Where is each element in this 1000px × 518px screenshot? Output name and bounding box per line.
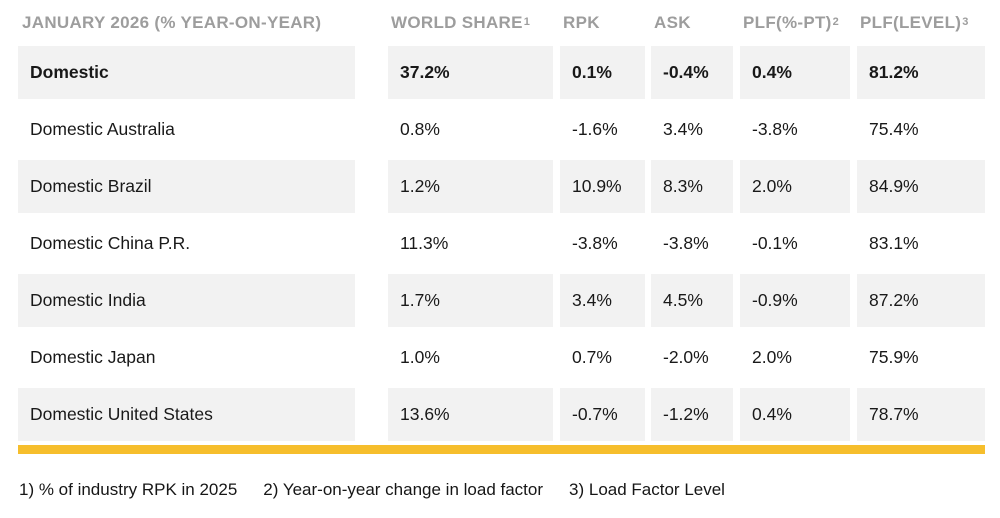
footnote-marker-2: 2 [832,15,840,28]
row-label: Domestic [18,46,355,99]
cell-ask: 4.5% [651,274,733,327]
cell-plf-pt: -0.1% [752,233,798,253]
table-row-domestic-united-states: Domestic United States 13.6% -0.7% -1.2%… [18,388,985,441]
table-row-domestic-japan: Domestic Japan 1.0% 0.7% -2.0% 2.0% 75.9… [18,331,985,384]
traffic-table: JANUARY 2026 (% YEAR-ON-YEAR) WORLD SHAR… [18,0,985,500]
footnote-1: 1) % of industry RPK in 2025 [19,480,238,499]
accent-bar [18,445,985,454]
cell-rpk: -1.6% [572,119,618,139]
column-header-plf-pt: PLF(%-PT) 2 [743,13,840,32]
table-row-domestic-india: Domestic India 1.7% 3.4% 4.5% -0.9% 87.2… [18,274,985,327]
table-header-row: JANUARY 2026 (% YEAR-ON-YEAR) WORLD SHAR… [18,0,985,46]
cell-plf-level: 75.4% [869,119,919,139]
cell-world-share: 0.8% [400,119,440,139]
cell-world-share: 1.7% [388,274,553,327]
cell-plf-pt: -0.9% [740,274,850,327]
cell-ask: 8.3% [651,160,733,213]
cell-plf-pt: 2.0% [752,347,792,367]
footnote-3: 3) Load Factor Level [569,480,725,499]
cell-plf-pt: 0.4% [740,388,850,441]
table-row-domestic-brazil: Domestic Brazil 1.2% 10.9% 8.3% 2.0% 84.… [18,160,985,213]
cell-rpk: 0.1% [560,46,645,99]
row-label: Domestic Australia [30,119,175,139]
cell-plf-level: 84.9% [857,160,985,213]
cell-rpk: -0.7% [560,388,645,441]
cell-plf-pt: 2.0% [740,160,850,213]
table-title-text: JANUARY 2026 (% YEAR-ON-YEAR) [22,13,322,32]
cell-world-share: 13.6% [388,388,553,441]
cell-plf-pt: 0.4% [740,46,850,99]
row-label: Domestic United States [18,388,355,441]
cell-ask: -1.2% [651,388,733,441]
cell-ask: -0.4% [651,46,733,99]
table-row-domestic-china: Domestic China P.R. 11.3% -3.8% -3.8% -0… [18,217,985,270]
cell-rpk: 10.9% [560,160,645,213]
cell-world-share: 1.0% [400,347,440,367]
cell-plf-level: 75.9% [869,347,919,367]
cell-ask: -2.0% [663,347,709,367]
cell-ask: 3.4% [663,119,703,139]
footnote-marker-1: 1 [523,15,531,28]
row-label: Domestic China P.R. [30,233,191,253]
row-label: Domestic India [18,274,355,327]
row-label: Domestic Japan [30,347,156,367]
table-row-domestic: Domestic 37.2% 0.1% -0.4% 0.4% 81.2% [18,46,985,99]
footnotes: 1) % of industry RPK in 2025 2) Year-on-y… [18,480,985,500]
cell-plf-level: 87.2% [857,274,985,327]
cell-rpk: 3.4% [560,274,645,327]
cell-plf-pt: -3.8% [752,119,798,139]
cell-plf-level: 81.2% [857,46,985,99]
table-title: JANUARY 2026 (% YEAR-ON-YEAR) [18,0,355,46]
footnote-marker-3: 3 [962,15,969,28]
column-header-world-share: WORLD SHARE 1 [391,13,531,32]
cell-rpk: -3.8% [572,233,618,253]
cell-world-share: 11.3% [400,233,449,253]
cell-world-share: 37.2% [388,46,553,99]
row-label: Domestic Brazil [18,160,355,213]
column-header-ask: ASK [654,13,691,32]
cell-plf-level: 83.1% [869,233,919,253]
cell-world-share: 1.2% [388,160,553,213]
column-header-rpk: RPK [563,13,600,32]
cell-rpk: 0.7% [572,347,612,367]
column-header-plf-level: PLF(LEVEL) 3 [860,13,969,32]
table-row-domestic-australia: Domestic Australia 0.8% -1.6% 3.4% -3.8%… [18,103,985,156]
cell-ask: -3.8% [663,233,709,253]
footnote-2: 2) Year-on-year change in load factor [263,480,544,499]
cell-plf-level: 78.7% [857,388,985,441]
